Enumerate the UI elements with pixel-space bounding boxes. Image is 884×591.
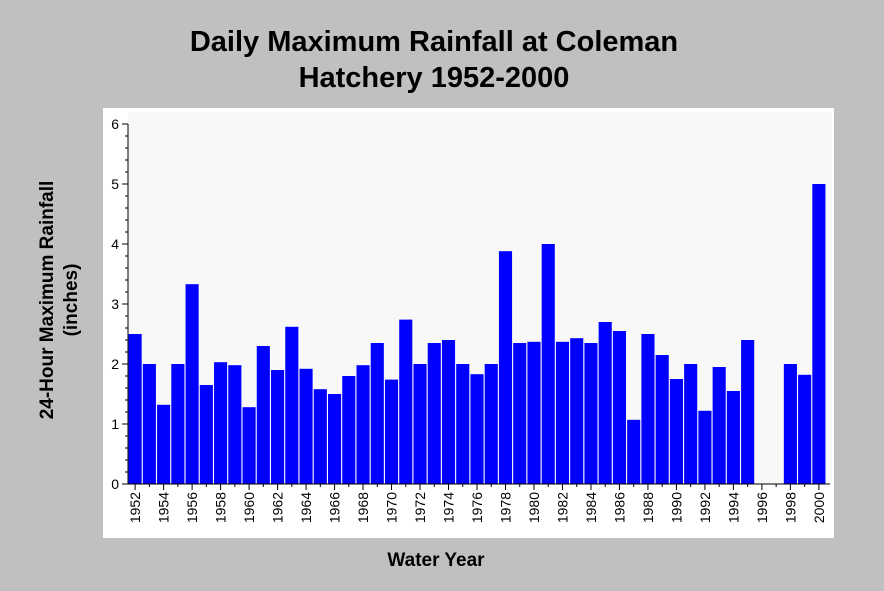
bar-1981 xyxy=(541,244,555,484)
bar-1988 xyxy=(641,334,655,484)
bar-1965 xyxy=(313,389,327,484)
bar-1958 xyxy=(214,362,228,484)
x-tick-label: 1958 xyxy=(213,492,229,523)
x-tick-label: 1972 xyxy=(412,492,428,523)
bar-1983 xyxy=(570,338,584,484)
x-axis-title: Water Year xyxy=(387,550,485,571)
x-tick-label: 1998 xyxy=(782,492,798,523)
bar-1982 xyxy=(555,341,570,484)
bar-1964 xyxy=(299,368,313,484)
bar-1963 xyxy=(285,326,299,484)
y-tick-label: 0 xyxy=(111,476,119,492)
chart-title-line-1: Daily Maximum Rainfall at Coleman xyxy=(189,26,679,58)
bar-1973 xyxy=(427,343,441,484)
x-tick-label: 2000 xyxy=(811,492,827,523)
bar-1960 xyxy=(242,407,256,484)
y-tick-label: 1 xyxy=(111,416,119,432)
bar-1999 xyxy=(798,374,812,484)
bar-1955 xyxy=(171,364,185,484)
x-tick-label: 1976 xyxy=(469,492,485,523)
bar-1954 xyxy=(157,404,171,484)
bar-2000 xyxy=(812,184,826,484)
bar-1987 xyxy=(627,419,641,484)
x-tick-label: 1984 xyxy=(583,492,599,523)
bar-1998 xyxy=(783,364,797,484)
bar-1984 xyxy=(584,343,598,484)
x-tick-label: 1986 xyxy=(611,492,627,523)
x-tick-label: 1980 xyxy=(526,492,542,523)
bar-1971 xyxy=(399,319,413,484)
bar-1952 xyxy=(128,334,142,484)
x-tick-label: 1960 xyxy=(241,492,257,523)
x-tick-label: 1974 xyxy=(441,492,457,523)
y-axis-title-line-2: (inches) xyxy=(61,264,82,337)
chart-title-line-2: Hatchery 1952-2000 xyxy=(298,62,570,94)
bar-1966 xyxy=(328,394,342,484)
bar-1962 xyxy=(271,370,285,484)
bar-1978 xyxy=(498,251,513,484)
y-tick-label: 5 xyxy=(111,176,119,192)
bar-1969 xyxy=(370,343,384,484)
bar-1956 xyxy=(185,284,199,484)
bar-1976 xyxy=(470,374,484,484)
bar-1989 xyxy=(655,355,669,484)
bar-1959 xyxy=(228,365,242,484)
x-tick-label: 1992 xyxy=(697,492,713,523)
bar-1992 xyxy=(698,410,712,484)
chart-title: Daily Maximum Rainfall at Coleman Hatche… xyxy=(0,24,868,96)
bar-1975 xyxy=(456,364,470,484)
x-tick-label: 1990 xyxy=(668,492,684,523)
bar-1990 xyxy=(669,379,683,484)
y-tick-label: 6 xyxy=(111,116,119,132)
bar-1985 xyxy=(598,322,612,484)
bar-1994 xyxy=(726,391,740,484)
bar-1977 xyxy=(484,364,498,484)
x-tick-label: 1964 xyxy=(298,492,314,523)
bar-1980 xyxy=(527,341,541,484)
y-axis-title-line-1: 24-Hour Maximum Rainfall xyxy=(37,181,58,420)
bar-1986 xyxy=(612,331,627,484)
y-tick-label: 4 xyxy=(111,236,119,252)
x-tick-label: 1966 xyxy=(327,492,343,523)
bar-1957 xyxy=(199,385,213,484)
x-tick-label: 1956 xyxy=(184,492,200,523)
bar-1967 xyxy=(342,376,356,484)
bar-1974 xyxy=(441,340,456,484)
bar-1979 xyxy=(513,343,527,484)
x-tick-label: 1994 xyxy=(725,492,741,523)
bar-1993 xyxy=(712,367,726,484)
bar-1972 xyxy=(413,364,427,484)
bar-1953 xyxy=(142,364,156,484)
y-axis-title: 24-Hour Maximum Rainfall (inches) xyxy=(37,181,82,420)
x-tick-label: 1952 xyxy=(127,492,143,523)
bar-group xyxy=(128,184,826,484)
bar-1970 xyxy=(384,379,399,484)
y-tick-label: 3 xyxy=(111,296,119,312)
y-tick-label: 2 xyxy=(111,356,119,372)
y-axis: 0 1 2 3 4 5 6 xyxy=(111,116,129,492)
bar-1961 xyxy=(256,346,270,484)
x-tick-label: 1996 xyxy=(754,492,770,523)
bar-1968 xyxy=(356,365,370,484)
bar-1995 xyxy=(741,340,755,484)
x-tick-label: 1982 xyxy=(554,492,570,523)
x-axis: 1952 1954 1956 1958 1960 1962 1964 1966 1968 1970… xyxy=(127,483,830,523)
x-tick-label: 1978 xyxy=(497,492,513,523)
x-tick-label: 1954 xyxy=(156,492,172,523)
bar-1991 xyxy=(684,364,698,484)
x-tick-label: 1988 xyxy=(640,492,656,523)
x-tick-label: 1970 xyxy=(384,492,400,523)
x-tick-label: 1968 xyxy=(355,492,371,523)
x-tick-label: 1962 xyxy=(270,492,286,523)
